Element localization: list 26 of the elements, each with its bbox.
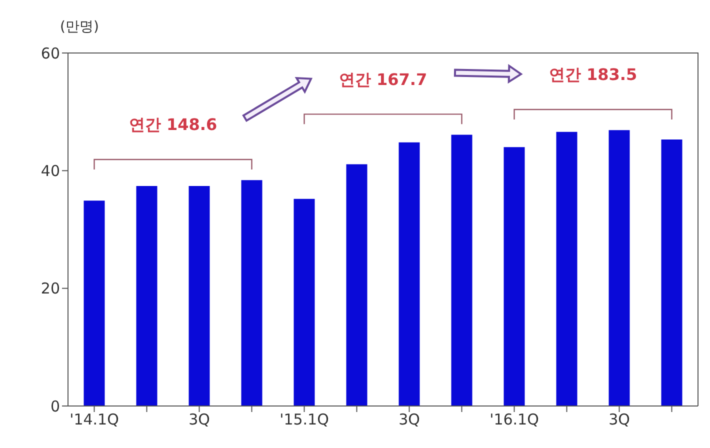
bar [661, 139, 682, 406]
bar [504, 147, 525, 406]
x-tick-label: 3Q [608, 410, 630, 429]
y-tick-label: 0 [50, 397, 60, 416]
annotation: 연간 148.6 [128, 115, 218, 134]
y-tick-label: 20 [40, 280, 60, 298]
x-tick-label: '15.1Q [280, 410, 329, 429]
x-tick-label: '16.1Q [490, 410, 539, 429]
bar [556, 132, 578, 406]
bar [398, 142, 420, 406]
y-axis-title: (만명) [60, 19, 99, 35]
x-tick-label: 3Q [398, 410, 420, 429]
annotation: 연간 183.5 [548, 65, 638, 84]
bar [294, 198, 315, 406]
bar [84, 200, 105, 406]
x-tick-label: '14.1Q [70, 410, 119, 429]
bar [451, 134, 472, 406]
y-tick-label: 40 [40, 162, 60, 180]
x-tick-label: 3Q [188, 410, 210, 429]
bar [136, 186, 158, 406]
bar [241, 180, 262, 406]
bar [608, 130, 630, 406]
y-tick-label: 60 [40, 44, 60, 62]
bar [188, 186, 210, 406]
bar [346, 164, 368, 406]
annotation: 연간 167.7 [338, 70, 428, 89]
